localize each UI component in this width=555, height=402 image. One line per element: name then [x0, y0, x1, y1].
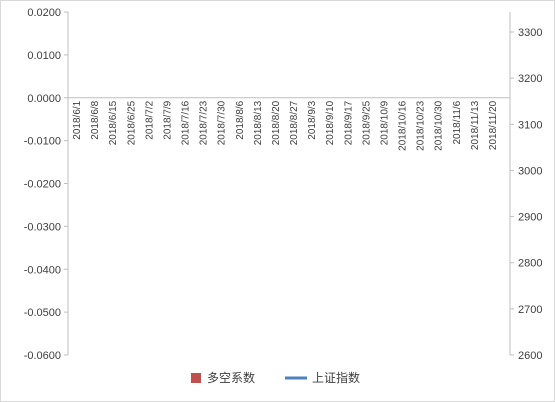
x-category-label: 2018/8/6 — [235, 100, 246, 139]
x-category-label: 2018/11/6 — [452, 100, 463, 144]
left-tick-label: -0.0400 — [24, 264, 61, 276]
right-tick-label: 2700 — [518, 304, 542, 316]
x-category-label: 2018/8/27 — [289, 100, 300, 145]
right-tick-label: 2800 — [518, 258, 542, 270]
right-tick-label: 3100 — [518, 119, 542, 131]
left-tick-label: -0.0200 — [24, 179, 61, 191]
x-category-label: 2018/7/2 — [144, 100, 155, 139]
x-category-label: 2018/7/16 — [181, 100, 192, 145]
x-category-label: 2018/7/30 — [217, 100, 228, 145]
left-tick-label: -0.0100 — [24, 136, 61, 148]
legend-label-bar: 多空系数 — [207, 370, 255, 385]
right-tick-label: 3300 — [518, 27, 542, 39]
legend-label-line: 上证指数 — [312, 370, 360, 385]
x-category-label: 2018/6/15 — [108, 100, 119, 145]
x-category-label: 2018/10/16 — [398, 100, 409, 150]
x-category-label: 2018/11/13 — [470, 100, 481, 150]
x-category-label: 2018/7/9 — [162, 100, 173, 139]
right-tick-label: 2600 — [518, 350, 542, 362]
left-tick-label: -0.0500 — [24, 307, 61, 319]
left-tick-label: -0.0300 — [24, 221, 61, 233]
right-axis: 3300 3200 3100 3000 2900 2800 2700 2600 — [509, 12, 542, 362]
x-category-label: 2018/10/9 — [379, 100, 390, 145]
x-category-label: 2018/7/23 — [199, 100, 210, 145]
left-tick-label: 0.0100 — [27, 50, 61, 62]
left-tick-label: 0.0200 — [27, 7, 61, 19]
x-category-label: 2018/9/10 — [325, 100, 336, 145]
x-category-label: 2018/9/3 — [307, 100, 318, 139]
x-category-label: 2018/8/13 — [253, 100, 264, 145]
right-tick-label: 3000 — [518, 165, 542, 177]
legend: 多空系数 上证指数 — [191, 370, 360, 385]
x-category-label: 2018/6/1 — [72, 100, 83, 139]
right-tick-label: 3200 — [518, 73, 542, 85]
x-category-label: 2018/8/20 — [271, 100, 282, 145]
left-axis: 0.0200 0.0100 0.0000 -0.0100 -0.0200 -0.0300 -… — [24, 7, 69, 362]
legend-swatch-bar — [191, 373, 201, 383]
x-category-label: 2018/9/25 — [361, 100, 372, 145]
x-category-label: 2018/6/8 — [90, 100, 101, 139]
x-category-label: 2018/10/23 — [416, 100, 427, 150]
left-tick-label: -0.0600 — [24, 350, 61, 362]
x-category-label: 2018/6/25 — [126, 100, 137, 145]
right-tick-label: 2900 — [518, 212, 542, 224]
left-tick-label: 0.0000 — [27, 93, 61, 105]
x-axis: 2018/6/1 2018/6/8 2018/6/15 2018/6/25 2018/7… — [68, 97, 510, 151]
x-category-label: 2018/9/17 — [343, 100, 354, 145]
x-category-label: 2018/10/30 — [434, 100, 445, 150]
x-category-label: 2018/11/20 — [488, 100, 499, 150]
